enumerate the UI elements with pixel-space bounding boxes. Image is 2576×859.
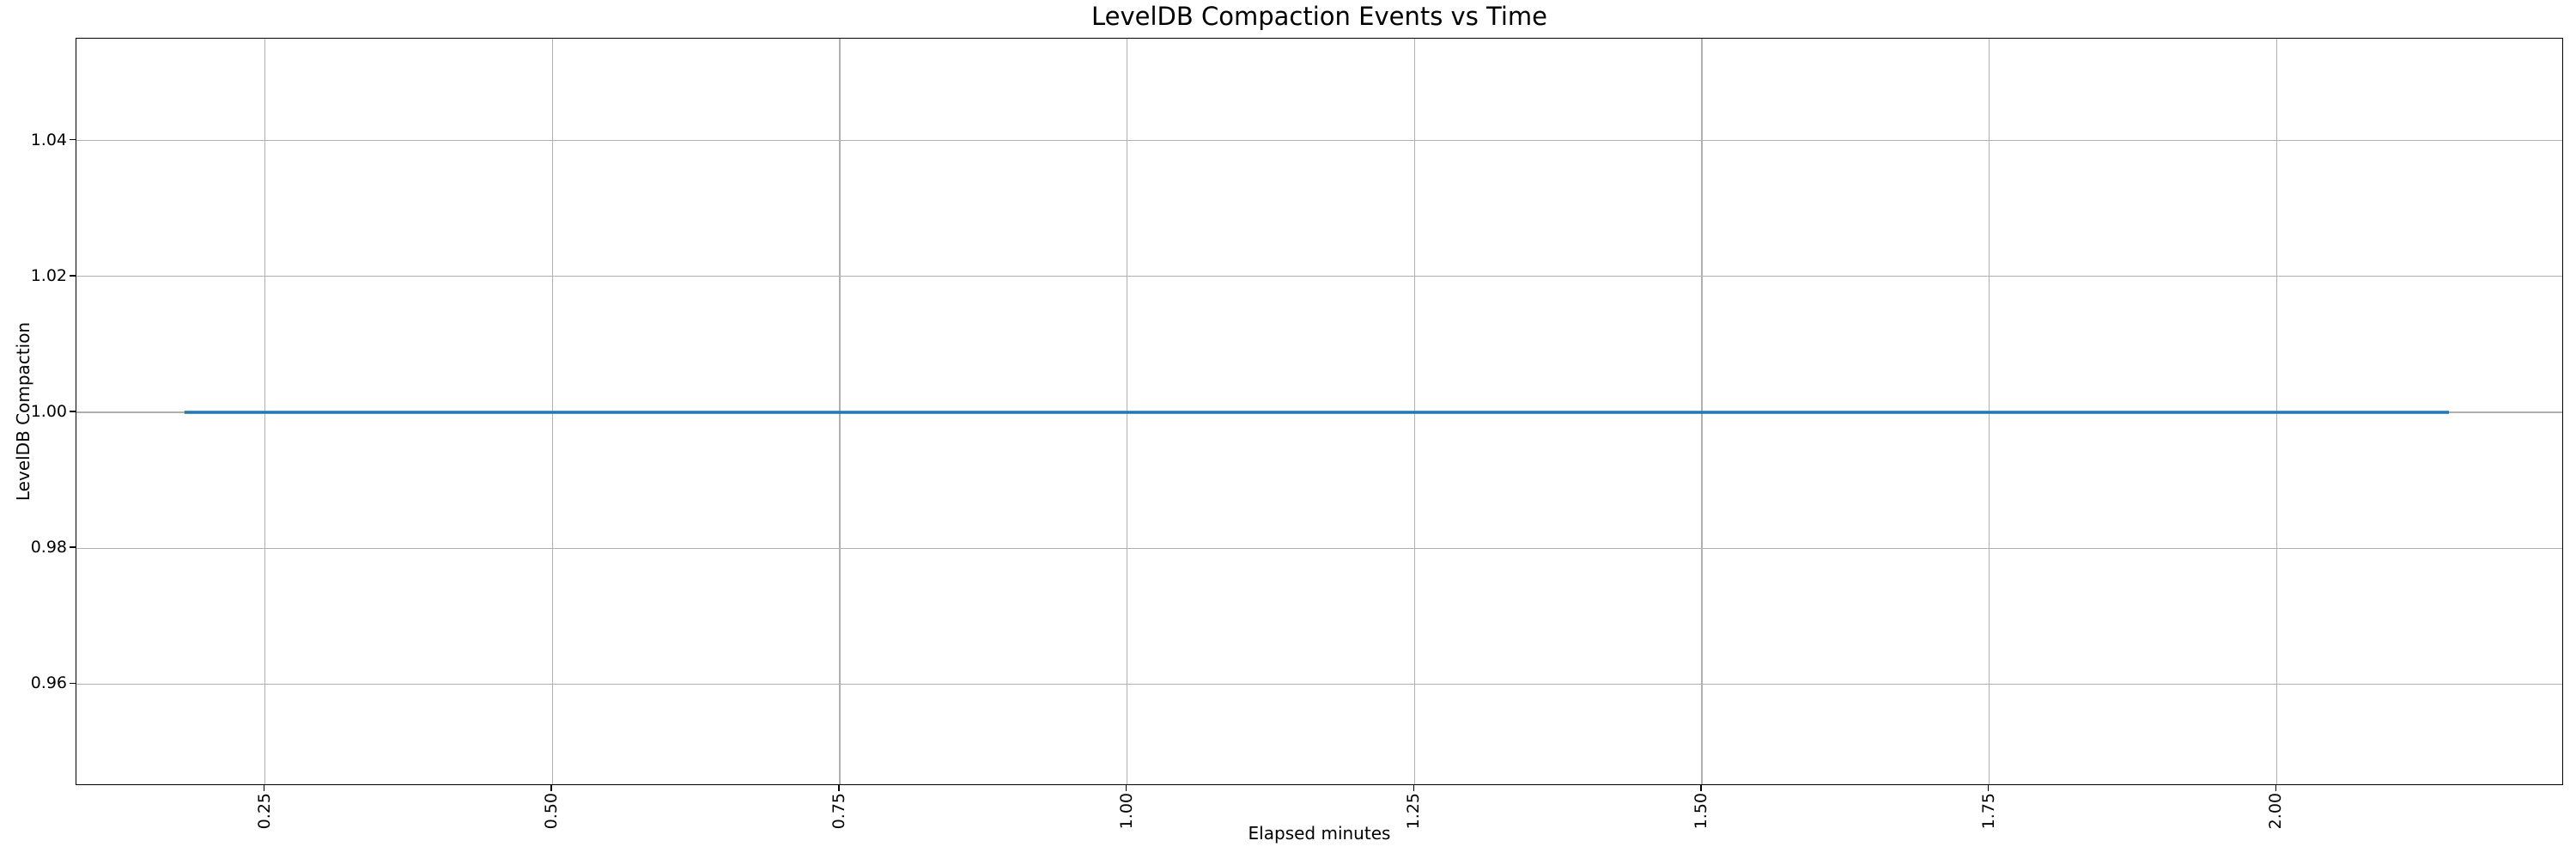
x-tick-mark-1.75 [1987, 785, 1990, 791]
y-tick-label-1.02: 1.02 [30, 265, 67, 285]
x-tick-mark-1.50 [1700, 785, 1702, 791]
gridline-y-0.96 [76, 683, 2562, 685]
y-tick-label-1.00: 1.00 [30, 402, 67, 421]
y-tick-label-0.96: 0.96 [30, 673, 67, 693]
gridline-y-0.98 [76, 547, 2562, 549]
y-tick-mark-0.98 [70, 546, 76, 548]
y-tick-mark-1.02 [70, 275, 76, 277]
x-tick-mark-0.25 [263, 785, 265, 791]
x-axis-label: Elapsed minutes [1248, 823, 1391, 844]
data-line-layer [184, 411, 2450, 414]
plot-area [76, 38, 2563, 785]
gridline-y-1.04 [76, 139, 2562, 142]
x-tick-mark-0.75 [838, 785, 840, 791]
x-tick-mark-1.00 [1125, 785, 1127, 791]
gridline-y-1.02 [76, 276, 2562, 277]
x-tick-mark-1.25 [1413, 785, 1415, 791]
y-tick-label-0.98: 0.98 [30, 538, 67, 557]
y-tick-mark-1.00 [70, 411, 76, 412]
y-tick-label-1.04: 1.04 [30, 130, 67, 149]
x-tick-mark-0.50 [550, 785, 552, 791]
chart-title: LevelDB Compaction Events vs Time [1091, 2, 1547, 31]
x-tick-mark-2.00 [2275, 785, 2277, 791]
y-tick-mark-1.04 [70, 138, 76, 141]
y-tick-mark-0.96 [70, 682, 76, 685]
